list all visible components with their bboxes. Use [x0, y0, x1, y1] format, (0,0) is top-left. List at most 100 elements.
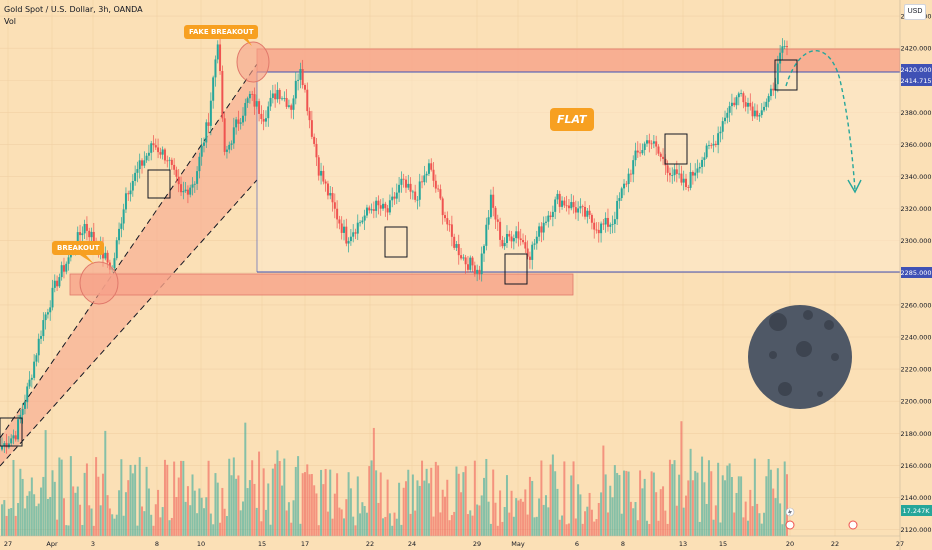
- candle-body: [691, 171, 694, 176]
- candle-body: [572, 202, 575, 208]
- candle-body: [147, 152, 150, 156]
- volume-bar: [685, 495, 688, 536]
- candle-body: [129, 190, 132, 195]
- candle-body: [496, 219, 499, 222]
- candle-body: [776, 63, 779, 85]
- time-tick-label: 27: [4, 540, 12, 548]
- volume-bar: [79, 504, 82, 536]
- candle-body: [28, 379, 31, 387]
- volume-bar: [260, 521, 263, 536]
- candle-body: [46, 312, 49, 315]
- time-tick-label: 15: [719, 540, 727, 548]
- volume-bar: [315, 493, 318, 536]
- candle-body: [650, 143, 653, 145]
- volume-bar: [613, 465, 616, 536]
- candle-body: [616, 200, 619, 220]
- volume-bar: [216, 482, 219, 536]
- candle-body: [232, 127, 235, 144]
- symbol-title[interactable]: Gold Spot / U.S. Dollar, 3h, OANDA: [4, 5, 143, 14]
- volume-bar: [510, 490, 513, 536]
- currency-button[interactable]: USD: [904, 4, 926, 20]
- volume-bar: [783, 461, 786, 536]
- volume-bar: [51, 470, 54, 536]
- candle-body: [262, 119, 265, 122]
- candle-body: [154, 145, 157, 148]
- candle-body: [134, 172, 137, 182]
- candle-body: [446, 218, 449, 225]
- volume-bar: [99, 505, 102, 536]
- volume-bar: [404, 481, 407, 536]
- volume-bar: [659, 489, 662, 536]
- candle-body: [104, 252, 107, 259]
- volume-bar: [528, 476, 531, 536]
- candle-body: [363, 215, 366, 221]
- volume-bar: [202, 508, 205, 536]
- candle-body: [767, 96, 770, 102]
- candle-body: [735, 97, 738, 106]
- volume-bar: [352, 516, 355, 536]
- volume-bar: [276, 450, 279, 536]
- us-flag-event-icon[interactable]: [785, 520, 795, 530]
- volume-bar: [742, 517, 745, 536]
- candle-body: [641, 150, 644, 154]
- volume-bar: [124, 492, 127, 536]
- candle-body: [434, 180, 437, 189]
- candle-body: [113, 258, 116, 269]
- candle-body: [753, 110, 756, 117]
- volume-bar: [609, 485, 612, 536]
- candle-body: [115, 240, 118, 259]
- volume-indicator-label[interactable]: Vol: [4, 17, 16, 26]
- volume-bar: [232, 457, 235, 536]
- volume-bar: [134, 464, 137, 536]
- highlight-box-4: [504, 253, 528, 285]
- breakout-pointer: [80, 255, 94, 264]
- volume-bar: [696, 472, 699, 536]
- volume-bar: [214, 473, 217, 536]
- volume-bar: [292, 500, 295, 536]
- volume-bar: [650, 471, 653, 536]
- candle-body: [756, 110, 759, 117]
- candle-body: [127, 193, 130, 195]
- candle-body: [354, 232, 357, 234]
- candle-body: [577, 208, 580, 213]
- volume-bar: [584, 511, 587, 536]
- volume-bar: [354, 525, 357, 536]
- price-badge-lower-bg: [901, 267, 932, 278]
- volume-bar: [666, 523, 669, 536]
- volume-bar: [671, 464, 674, 536]
- volume-bar: [710, 471, 713, 536]
- volume-bar: [691, 480, 694, 536]
- volume-bar: [223, 508, 226, 536]
- volume-bar: [267, 483, 270, 536]
- candle-body: [53, 280, 56, 288]
- candle-body: [106, 252, 109, 263]
- candle-body: [3, 443, 6, 447]
- volume-badge: 17.247K: [902, 507, 930, 515]
- volume-bar: [182, 460, 185, 536]
- candle-body: [239, 122, 242, 124]
- volume-bar: [639, 470, 642, 536]
- candle-body: [659, 153, 662, 157]
- candle-body: [274, 93, 277, 100]
- candle-body: [85, 223, 88, 231]
- time-tick-label: 22: [831, 540, 839, 548]
- candle-body: [611, 224, 614, 225]
- candle-body: [629, 173, 632, 175]
- volume-bar: [595, 519, 598, 536]
- volume-bar: [540, 460, 543, 536]
- candle-body: [141, 160, 144, 166]
- candle-body: [17, 419, 20, 440]
- volume-bar: [345, 499, 348, 536]
- candle-body: [67, 257, 70, 264]
- volume-bar: [398, 482, 401, 536]
- volume-bar: [439, 512, 442, 536]
- candle-body: [340, 223, 343, 233]
- time-tick-label: 15: [258, 540, 266, 548]
- price-badge-lower: 2285.000: [900, 269, 931, 277]
- candle-body: [317, 157, 320, 176]
- volume-bar: [480, 495, 483, 536]
- us-flag-event-icon-2[interactable]: [848, 520, 858, 530]
- candle-body: [733, 102, 736, 106]
- volume-bar: [464, 466, 467, 536]
